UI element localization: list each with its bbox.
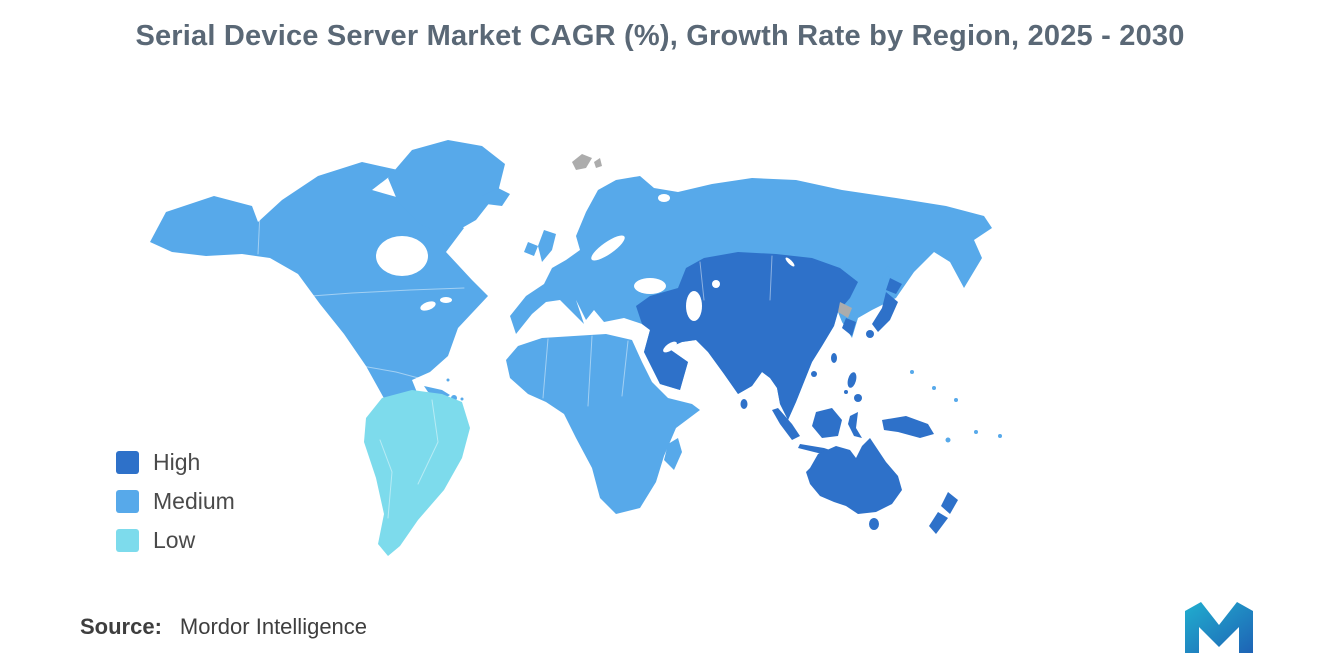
- pacific-island-5: [974, 430, 978, 434]
- region-svalbard-east: [594, 158, 602, 168]
- region-japan-kyushu: [866, 330, 874, 338]
- border-central-asia-1: [699, 261, 705, 301]
- pacific-island-4: [945, 437, 951, 443]
- aral-sea: [712, 280, 720, 288]
- region-puerto-rico: [460, 397, 464, 401]
- black-sea: [634, 278, 666, 294]
- legend-item-medium: Medium: [116, 489, 235, 513]
- persian-gulf: [663, 341, 677, 353]
- white-sea: [658, 194, 670, 202]
- baltic-sea: [591, 235, 625, 261]
- logo-m-mark: [1185, 602, 1253, 653]
- region-bahamas: [446, 378, 450, 382]
- legend-swatch-high: [116, 450, 139, 474]
- pacific-island-2: [932, 386, 936, 390]
- legend-item-high: High: [116, 450, 235, 474]
- legend-label-medium: Medium: [153, 488, 235, 514]
- region-australia: [806, 438, 902, 514]
- region-north-korea: [838, 302, 852, 318]
- pacific-island-3: [954, 398, 958, 402]
- legend-item-low: Low: [116, 528, 235, 552]
- source-line: Source: Mordor Intelligence: [80, 614, 367, 640]
- hudson-bay: [376, 236, 428, 276]
- caspian-sea: [686, 291, 702, 321]
- region-philippines-luzon: [847, 372, 857, 388]
- region-greenland: [388, 140, 505, 236]
- region-taiwan: [831, 353, 837, 363]
- region-north-america: [150, 162, 488, 450]
- region-africa: [506, 334, 700, 514]
- legend-swatch-low: [116, 528, 139, 552]
- mordor-intelligence-logo: [1185, 602, 1253, 653]
- border-us-mexico: [361, 365, 427, 381]
- pacific-island-6: [998, 434, 1002, 438]
- region-united-kingdom: [538, 230, 556, 262]
- chart-title: Serial Device Server Market CAGR (%), Gr…: [135, 20, 1185, 52]
- region-iceland: [482, 188, 510, 206]
- regions-no-data: [572, 154, 852, 318]
- border-south-america-2: [379, 439, 393, 519]
- border-africa-2: [587, 335, 593, 407]
- region-south-america: [364, 390, 470, 556]
- source-value: Mordor Intelligence: [179, 614, 368, 639]
- region-ireland: [524, 242, 538, 256]
- region-borneo: [812, 408, 842, 438]
- region-japan-honshu: [872, 292, 898, 332]
- regions-low: [364, 390, 470, 556]
- legend-label-high: High: [153, 449, 201, 475]
- legend-swatch-medium: [116, 489, 139, 513]
- region-new-guinea: [882, 416, 934, 438]
- border-south-america-1: [417, 399, 439, 485]
- region-hainan: [811, 371, 817, 377]
- lake-baikal: [785, 257, 795, 267]
- border-africa-3: [621, 340, 629, 397]
- inland-seas: [376, 194, 795, 353]
- region-sulawesi: [848, 412, 862, 438]
- region-south-korea: [842, 318, 856, 336]
- legend: High Medium Low: [116, 450, 235, 567]
- country-borders: [257, 211, 773, 519]
- legend-label-low: Low: [153, 527, 196, 553]
- border-africa-1: [542, 338, 549, 399]
- great-lake-1: [420, 301, 436, 311]
- region-sakhalin: [882, 266, 890, 286]
- region-philippines-mindanao: [854, 394, 862, 402]
- pacific-island-1: [910, 370, 914, 374]
- region-philippines-visayas: [844, 390, 848, 394]
- regions-high: [636, 252, 958, 534]
- region-svalbard: [572, 154, 592, 170]
- region-sri-lanka: [740, 399, 748, 409]
- region-new-zealand-south: [929, 512, 948, 534]
- region-japan-hokkaido: [886, 278, 902, 294]
- border-central-asia-2: [769, 255, 773, 301]
- region-madagascar: [664, 438, 682, 470]
- source-label: Source:: [80, 614, 162, 639]
- region-new-zealand-north: [941, 492, 958, 514]
- border-us-canada: [297, 287, 465, 298]
- region-sumatra: [772, 408, 800, 440]
- region-tasmania: [869, 518, 879, 530]
- great-lake-2: [440, 297, 452, 303]
- border-alaska: [257, 211, 261, 255]
